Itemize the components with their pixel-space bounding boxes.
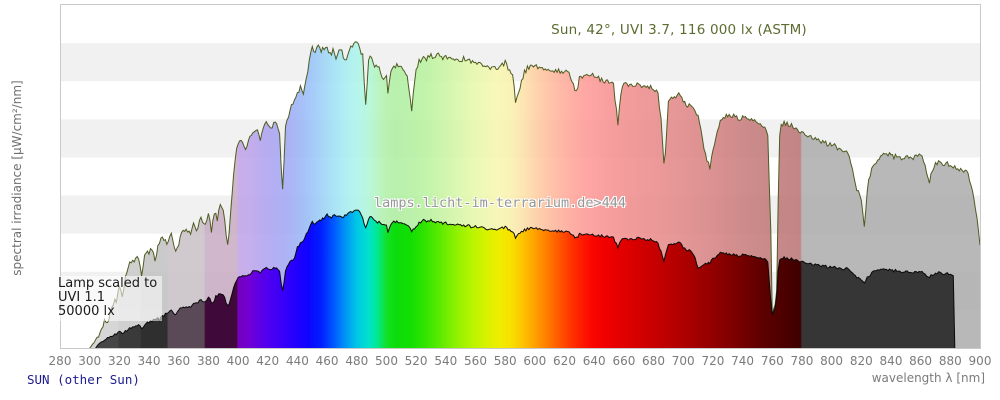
lamp-spectrum-area: [95, 210, 955, 348]
x-axis-label: wavelength λ [nm]: [871, 371, 985, 385]
lamp-spectrum-outline: [95, 209, 956, 349]
y-axis-label: spectral irradiance [µW/cm²/nm]: [10, 80, 24, 276]
series-footer-label: SUN (other Sun): [27, 372, 140, 387]
lamp-annotation-line-1: Lamp scaled to: [58, 276, 158, 291]
watermark-text: lamps.licht-im-terrarium.de>444: [374, 195, 626, 211]
sun-spectrum-outline: [89, 41, 981, 349]
lamp-annotation-line-3: 50000 lx: [58, 304, 115, 319]
lamp-annotation-line-2: UVI 1.1: [58, 290, 106, 305]
chart-title: Sun, 42°, UVI 3.7, 116 000 lx (ASTM): [551, 22, 807, 38]
lamp-annotation: Lamp scaled to UVI 1.1 50000 lx: [56, 276, 163, 321]
